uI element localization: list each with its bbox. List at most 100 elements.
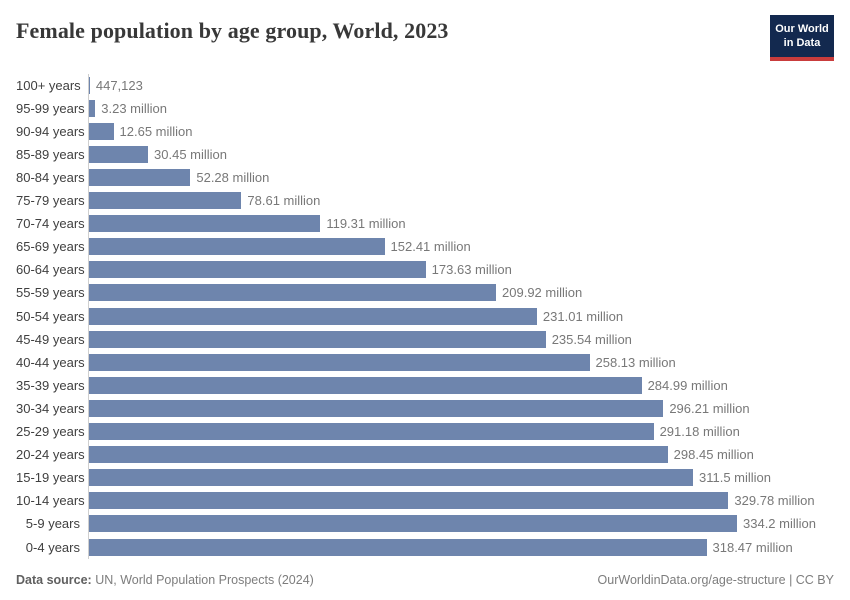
bar (89, 261, 426, 279)
bar-track: 311.5 million (88, 466, 771, 490)
bar (89, 192, 242, 210)
age-group-label: 55-59 years (16, 285, 85, 301)
bar-row: 95-99 years 3.23 million (16, 96, 834, 120)
bar (89, 307, 537, 325)
bar (89, 238, 385, 256)
data-source-label: Data source: (16, 573, 92, 587)
age-group-label: 95-99 years (16, 100, 85, 116)
bar (89, 423, 654, 441)
bar (89, 492, 729, 510)
bar (89, 284, 497, 302)
age-group-label: 15-19 years (16, 470, 85, 486)
bar-track: 298.45 million (88, 443, 754, 467)
bar (89, 446, 668, 464)
bar (89, 515, 737, 533)
bar-row: 40-44 years 258.13 million (16, 350, 834, 374)
age-group-label: 10-14 years (16, 493, 85, 509)
bar-track: 329.78 million (88, 489, 815, 513)
bar-track: 3.23 million (88, 96, 737, 120)
bar (89, 169, 191, 187)
bar-track: 258.13 million (88, 350, 737, 374)
bar-track: 52.28 million (88, 165, 737, 190)
bar-row: 50-54 years 231.01 million (16, 304, 834, 328)
bar-track: 284.99 million (88, 373, 737, 397)
bar-value-label: 152.41 million (390, 239, 471, 255)
bar-track: 291.18 million (88, 420, 740, 444)
bar-track: 30.45 million (88, 142, 737, 166)
bar-row: 85-89 years 30.45 million (16, 142, 834, 166)
bar-row: 60-64 years 173.63 million (16, 258, 834, 282)
bar-row: 0-4 years 318.47 million (16, 535, 834, 559)
bar (89, 469, 693, 487)
bar-value-label: 119.31 million (326, 216, 406, 232)
data-source-text: UN, World Population Prospects (2024) (91, 573, 314, 587)
age-group-label: 65-69 years (16, 239, 85, 255)
bar-row: 100+ years 447,123 (16, 73, 834, 97)
bar-value-label: 296.21 million (669, 400, 750, 416)
bar (89, 145, 149, 163)
bar-value-label: 78.61 million (247, 193, 321, 209)
age-group-label: 40-44 years (16, 354, 85, 370)
bar-track: 119.31 million (88, 212, 737, 236)
bar-row: 5-9 years 334.2 million (16, 512, 834, 536)
age-group-label: 20-24 years (16, 447, 85, 463)
bar-value-label: 52.28 million (196, 170, 270, 186)
age-group-label: 30-34 years (16, 400, 85, 416)
age-group-label: 0-4 years (25, 539, 80, 555)
bar-value-label: 30.45 million (154, 146, 228, 162)
bar-track: 173.63 million (88, 258, 737, 282)
bar-row: 45-49 years 235.54 million (16, 327, 834, 351)
age-group-label: 25-29 years (16, 424, 85, 440)
bar-value-label: 258.13 million (595, 354, 676, 370)
age-group-label: 35-39 years (16, 377, 85, 393)
age-group-label: 60-64 years (16, 262, 85, 278)
chart-header: Female population by age group, World, 2… (16, 14, 834, 61)
bar-row: 25-29 years 291.18 million (16, 420, 834, 444)
bar (89, 122, 114, 140)
age-group-label: 5-9 years (25, 516, 80, 532)
age-group-label: 50-54 years (16, 308, 85, 324)
bar-value-label: 209.92 million (502, 285, 583, 301)
bar-track: 296.21 million (88, 396, 750, 420)
bar-row: 20-24 years 298.45 million (16, 443, 834, 467)
age-group-label: 85-89 years (16, 146, 85, 162)
data-source: Data source: UN, World Population Prospe… (16, 573, 314, 587)
bar-value-label: 318.47 million (712, 539, 793, 555)
bar-track: 209.92 million (88, 281, 737, 305)
bar-value-label: 334.2 million (743, 516, 816, 532)
age-group-label: 75-79 years (16, 193, 85, 209)
bar-value-label: 311.5 million (698, 470, 772, 486)
bar-row: 70-74 years 119.31 million (16, 212, 834, 236)
bar-row: 90-94 years 12.65 million (16, 119, 834, 143)
age-group-label: 45-49 years (16, 331, 85, 347)
bar-track: 318.47 million (88, 535, 793, 559)
bar (89, 399, 664, 417)
bar-row: 30-34 years 296.21 million (16, 396, 834, 420)
chart-title: Female population by age group, World, 2… (16, 18, 449, 43)
bar-value-label: 291.18 million (659, 424, 740, 440)
age-group-label: 90-94 years (16, 123, 85, 139)
bar-row: 35-39 years 284.99 million (16, 373, 834, 397)
bar-row: 75-79 years 78.61 million (16, 189, 834, 213)
bar-track: 12.65 million (88, 119, 737, 143)
age-group-label: 70-74 years (16, 216, 85, 232)
bar-value-label: 231.01 million (542, 308, 624, 324)
bar-row: 65-69 years 152.41 million (16, 235, 834, 259)
bar-value-label: 447,123 (95, 77, 143, 93)
bar-row: 10-14 years 329.78 million (16, 489, 834, 513)
bar (89, 76, 90, 94)
bar-value-label: 235.54 million (551, 331, 632, 347)
bar-row: 55-59 years 209.92 million (16, 281, 834, 305)
bar-track: 78.61 million (88, 189, 737, 213)
bar-value-label: 12.65 million (119, 123, 193, 139)
age-group-label: 80-84 years (16, 170, 85, 186)
bar-row: 15-19 years 311.5 million (16, 466, 834, 490)
bar-track: 152.41 million (88, 235, 737, 259)
bar-chart: 100+ years 447,123 95-99 years 3.23 mill… (16, 73, 834, 559)
owid-logo-line2: in Data (783, 37, 821, 50)
bar-value-label: 284.99 million (647, 377, 728, 393)
owid-logo: Our World in Data (770, 15, 834, 61)
bar (89, 376, 642, 394)
bar (89, 215, 321, 233)
